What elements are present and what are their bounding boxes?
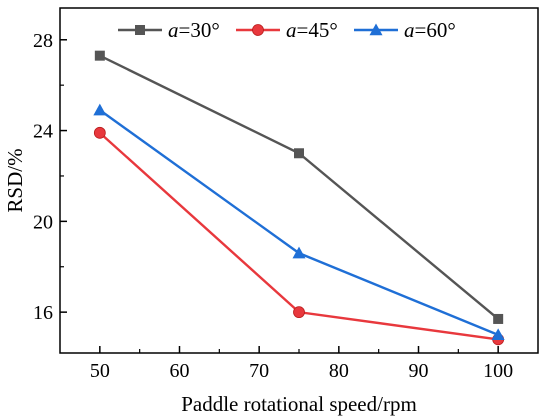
data-point-square [135, 25, 145, 35]
data-point-circle [252, 24, 264, 36]
data-point-square [493, 313, 504, 324]
x-tick-label: 50 [90, 360, 110, 382]
data-point-square [94, 50, 105, 61]
data-point-triangle [491, 328, 505, 341]
x-axis-title: Paddle rotational speed/rpm [181, 392, 417, 416]
x-tick-label: 100 [483, 360, 513, 382]
legend-item: a=60° [354, 18, 456, 42]
series-triangle [93, 103, 505, 341]
data-point-circle [293, 306, 305, 319]
y-tick-label: 20 [33, 211, 53, 233]
y-axis-title: RSD/% [3, 148, 27, 212]
y-tick-label: 24 [33, 121, 53, 143]
legend-label: a=45° [286, 18, 338, 42]
series-line [99, 109, 499, 336]
legend-item: a=30° [118, 18, 220, 42]
y-tick-label: 16 [33, 302, 53, 324]
x-tick-label: 60 [170, 360, 190, 382]
data-point-circle [93, 126, 106, 139]
x-axis: 50 60 70 80 90 100 [90, 346, 513, 382]
series-square [94, 50, 504, 324]
y-axis: 16 20 24 28 [33, 30, 67, 324]
x-tick-label: 90 [409, 360, 429, 382]
series-layer [93, 50, 505, 346]
data-point-triangle [93, 103, 107, 116]
x-tick-label: 70 [249, 360, 269, 382]
legend: a=30° a=45° a=60° [118, 18, 456, 42]
data-point-square [294, 148, 304, 159]
data-point-triangle [292, 246, 306, 259]
legend-label: a=30° [168, 18, 220, 42]
plot-area [59, 7, 539, 354]
x-tick-label: 80 [329, 360, 349, 382]
data-point-triangle [369, 23, 383, 36]
legend-label: a=60° [404, 18, 456, 42]
y-tick-label: 28 [33, 30, 53, 52]
legend-item: a=45° [236, 18, 338, 42]
